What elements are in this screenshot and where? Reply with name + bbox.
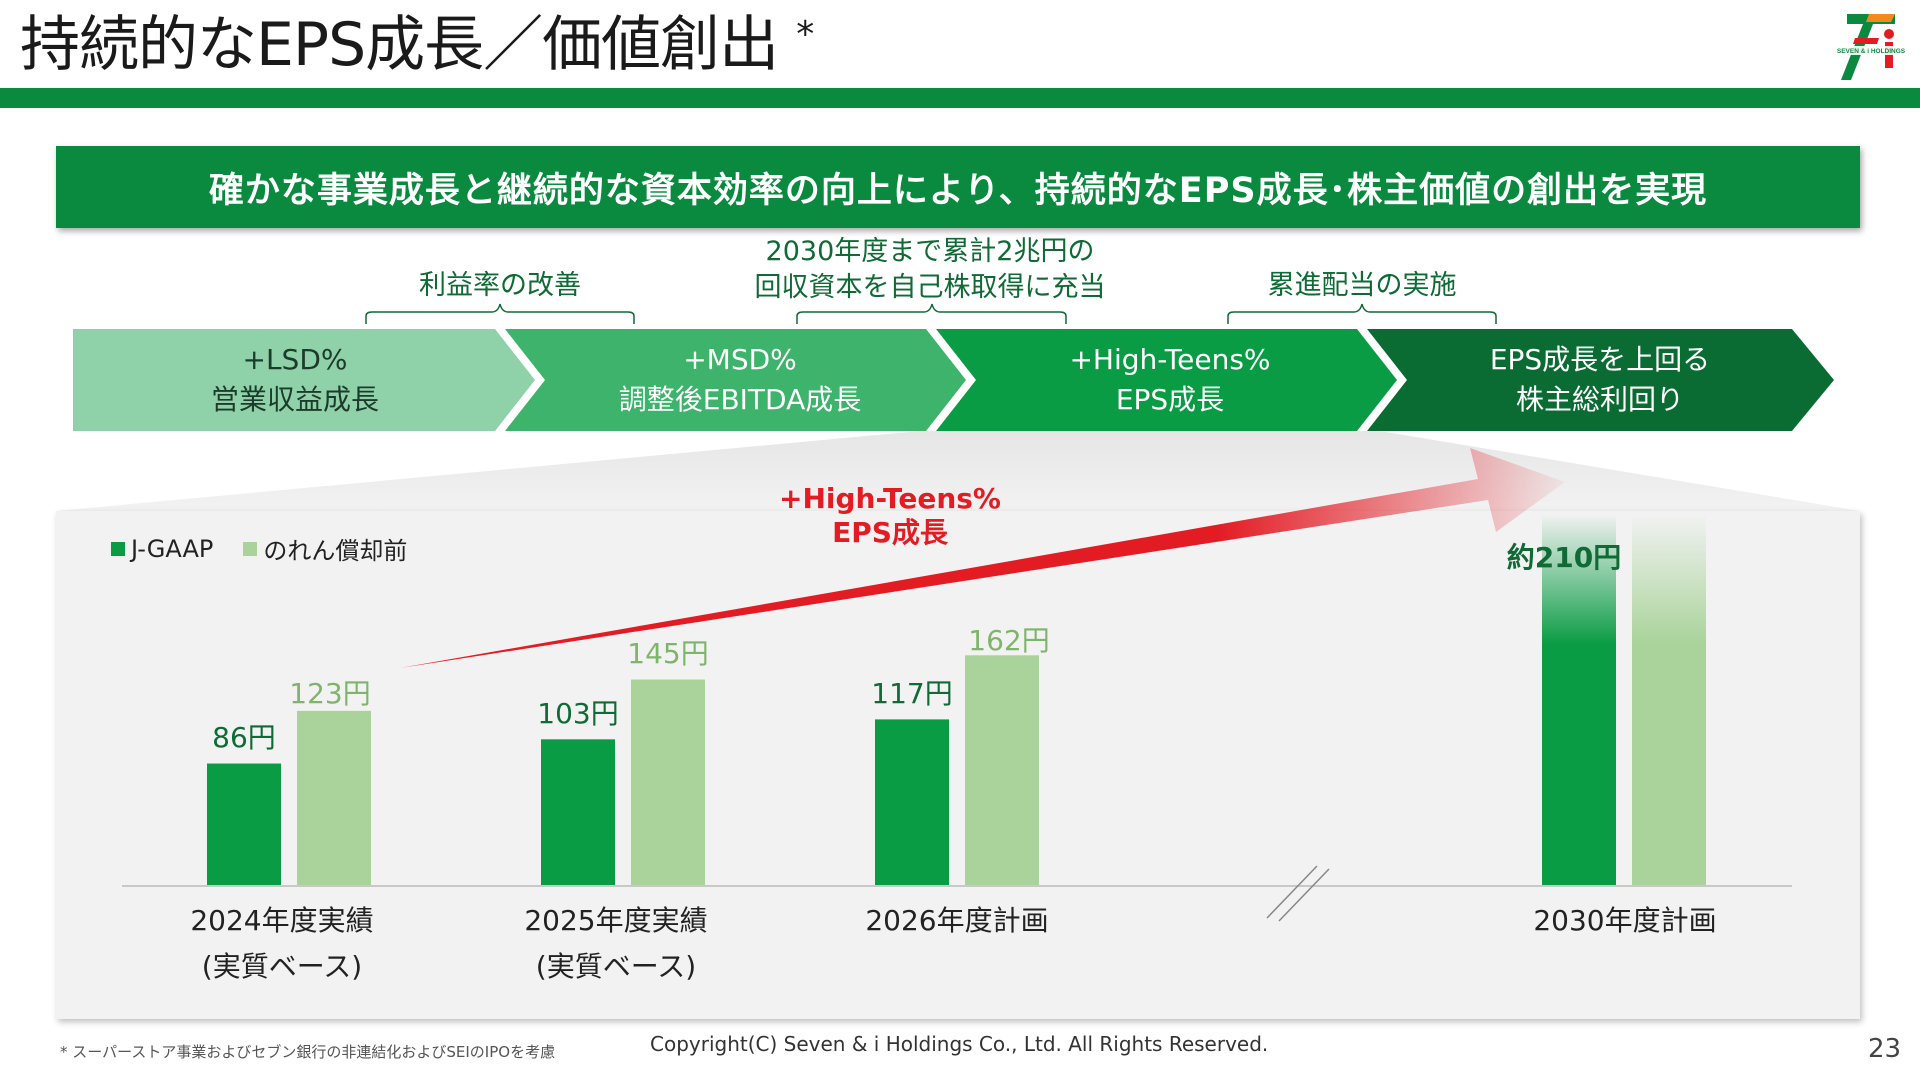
legend-swatch-jgaap: [111, 541, 125, 556]
step-4-line2: 株主総利回り: [1515, 383, 1684, 416]
category-label-2026: 2026年度計画: [827, 898, 1087, 944]
legend-item-jgaap: J-GAAP: [111, 535, 213, 563]
step-2-line1: +MSD%: [683, 343, 797, 376]
bar-2024-goodwill: [297, 710, 371, 886]
step-4-line1: EPS成長を上回る: [1489, 343, 1711, 376]
page-number: 23: [1868, 1034, 1902, 1064]
value-label-2024-jgaap: 86円: [212, 721, 276, 754]
step-1-text: +LSD% 営業収益成長: [120, 340, 470, 420]
annotation-margin: 利益率の改善: [380, 268, 620, 304]
category-label-2024: 2024年度実績 (実質ベース): [152, 898, 412, 990]
bar-2030-jgaap: [1542, 514, 1616, 886]
trend-label-line1: +High-Teens%: [779, 482, 1001, 515]
logo-text: SEVEN & i HOLDINGS: [1837, 48, 1906, 55]
headline-text: 確かな事業成長と継続的な資本効率の向上により、持続的なEPS成長･株主価値の創出…: [208, 170, 1708, 211]
value-label-2025-goodwill: 145円: [627, 637, 709, 670]
bar-2026-goodwill: [965, 655, 1039, 886]
annotation-buyback-line2: 回収資本を自己株取得に充当: [754, 272, 1106, 303]
trend-label-line2: EPS成長: [832, 516, 948, 549]
bar-2024-jgaap: [207, 763, 281, 886]
annotation-buyback-line1: 2030年度まで累計2兆円の: [765, 236, 1095, 267]
category-2026-line1: 2026年度計画: [865, 904, 1049, 937]
step-4-text: EPS成長を上回る 株主総利回り: [1420, 340, 1780, 420]
category-2024-line2: (実質ベース): [201, 950, 363, 983]
step-3-text: +High-Teens% EPS成長: [990, 340, 1350, 420]
annotation-margin-line1: 利益率の改善: [419, 270, 581, 301]
step-1-line1: +LSD%: [242, 343, 348, 376]
category-2030-line1: 2030年度計画: [1533, 904, 1717, 937]
axis-break-icon: [1266, 865, 1330, 922]
bar-2026-jgaap: [875, 719, 949, 886]
category-2025-line1: 2025年度実績: [524, 904, 708, 937]
title-footnote-mark: *: [796, 14, 814, 55]
value-label-2030-jgaap: 約210円: [1506, 541, 1622, 574]
legend-item-goodwill: のれん償却前: [243, 531, 407, 566]
page-title-text: 持続的なEPS成長／価値創出: [20, 10, 779, 80]
value-label-2025-jgaap: 103円: [537, 697, 619, 730]
bar-2025-jgaap: [541, 739, 615, 886]
bar-2030-goodwill: [1632, 514, 1706, 886]
step-3-line2: EPS成長: [1115, 383, 1225, 416]
legend-label-jgaap: J-GAAP: [131, 534, 214, 563]
category-2024-line1: 2024年度実績: [190, 904, 374, 937]
annotation-dividend-line1: 累進配当の実施: [1267, 270, 1457, 301]
step-3-line1: +High-Teens%: [1069, 343, 1271, 376]
category-2025-line2: (実質ベース): [535, 950, 697, 983]
category-label-2025: 2025年度実績 (実質ベース): [486, 898, 746, 990]
step-2-text: +MSD% 調整後EBITDA成長: [560, 340, 920, 420]
chart-legend: J-GAAP のれん償却前: [111, 531, 437, 566]
headline-banner: 確かな事業成長と継続的な資本効率の向上により、持続的なEPS成長･株主価値の創出…: [56, 146, 1860, 228]
step-1-line2: 営業収益成長: [210, 383, 379, 416]
annotation-dividend: 累進配当の実施: [1242, 268, 1482, 304]
copyright: Copyright(C) Seven & i Holdings Co., Ltd…: [650, 1032, 1269, 1056]
value-label-2024-goodwill: 123円: [289, 677, 371, 710]
legend-swatch-goodwill: [243, 541, 258, 556]
value-label-2026-goodwill: 162円: [968, 624, 1050, 657]
footnote: * スーパーストア事業およびセブン銀行の非連結化およびSEIのIPOを考慮: [60, 1043, 556, 1061]
page-title: 持続的なEPS成長／価値創出 *: [20, 2, 814, 88]
step-2-line2: 調整後EBITDA成長: [618, 383, 862, 416]
trend-label: +High-Teens% EPS成長: [740, 482, 1040, 550]
annotation-buyback: 2030年度まで累計2兆円の 回収資本を自己株取得に充当: [730, 234, 1130, 306]
seven-i-holdings-logo: SEVEN & i HOLDINGS: [1833, 14, 1909, 80]
bar-2025-goodwill: [631, 679, 705, 886]
category-label-2030: 2030年度計画: [1495, 898, 1755, 944]
value-label-2026-jgaap: 117円: [871, 677, 953, 710]
title-divider: [0, 88, 1920, 108]
legend-label-goodwill: のれん償却前: [263, 537, 408, 565]
